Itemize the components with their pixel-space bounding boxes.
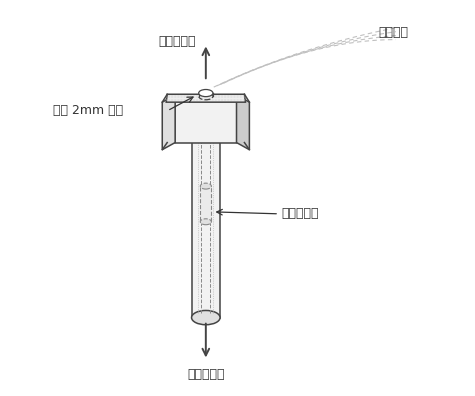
Polygon shape	[175, 95, 237, 143]
Text: 直径 2mm 盲孔: 直径 2mm 盲孔	[53, 105, 124, 117]
Text: 接应变仪: 接应变仪	[378, 26, 408, 39]
Polygon shape	[200, 186, 211, 222]
Ellipse shape	[199, 89, 213, 97]
Ellipse shape	[200, 219, 211, 225]
Text: 轴向预紧力: 轴向预紧力	[158, 34, 196, 48]
Ellipse shape	[200, 183, 211, 189]
Text: 轴向预紧力: 轴向预紧力	[187, 368, 225, 381]
Polygon shape	[166, 94, 246, 102]
Text: 应变传感器: 应变传感器	[281, 208, 319, 220]
Ellipse shape	[191, 310, 220, 325]
Ellipse shape	[199, 93, 213, 100]
Polygon shape	[162, 95, 175, 150]
Polygon shape	[237, 95, 249, 150]
Polygon shape	[191, 143, 220, 318]
